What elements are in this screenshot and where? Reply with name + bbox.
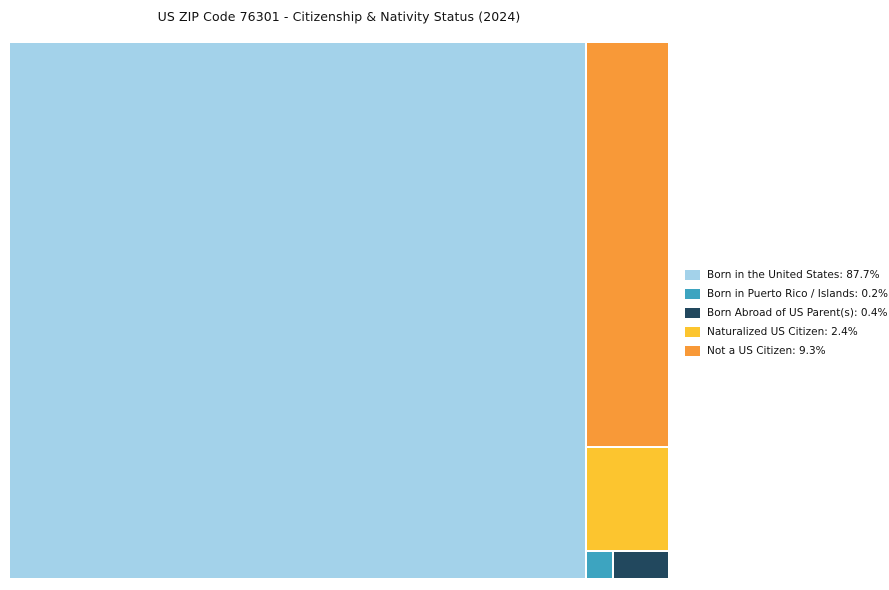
- treemap-segment-born-abroad: [614, 551, 668, 578]
- legend-label-not-citizen: Not a US Citizen: 9.3%: [707, 344, 826, 357]
- legend-swatch-born-in-us: [685, 269, 700, 280]
- treemap-segment-born-in-us: [10, 43, 586, 578]
- legend-label-born-in-us: Born in the United States: 87.7%: [707, 268, 880, 281]
- chart-title: US ZIP Code 76301 - Citizenship & Nativi…: [157, 9, 521, 24]
- legend-label-born-puerto-rico: Born in Puerto Rico / Islands: 0.2%: [707, 287, 889, 300]
- legend-swatch-born-abroad: [685, 307, 700, 318]
- legend-label-naturalized: Naturalized US Citizen: 2.4%: [707, 325, 858, 338]
- legend: Born in the United States: 87.7% Born in …: [685, 265, 888, 360]
- legend-swatch-born-puerto-rico: [685, 288, 700, 299]
- treemap: [10, 43, 668, 578]
- legend-item-not-citizen: Not a US Citizen: 9.3%: [685, 341, 888, 360]
- treemap-segment-born-puerto-rico: [587, 551, 613, 578]
- treemap-segment-naturalized: [587, 447, 668, 550]
- legend-label-born-abroad: Born Abroad of US Parent(s): 0.4%: [707, 306, 888, 319]
- treemap-segment-not-citizen: [587, 43, 668, 446]
- legend-swatch-not-citizen: [685, 345, 700, 356]
- legend-item-born-in-us: Born in the United States: 87.7%: [685, 265, 888, 284]
- legend-swatch-naturalized: [685, 326, 700, 337]
- legend-item-born-abroad: Born Abroad of US Parent(s): 0.4%: [685, 303, 888, 322]
- legend-item-born-puerto-rico: Born in Puerto Rico / Islands: 0.2%: [685, 284, 888, 303]
- legend-item-naturalized: Naturalized US Citizen: 2.4%: [685, 322, 888, 341]
